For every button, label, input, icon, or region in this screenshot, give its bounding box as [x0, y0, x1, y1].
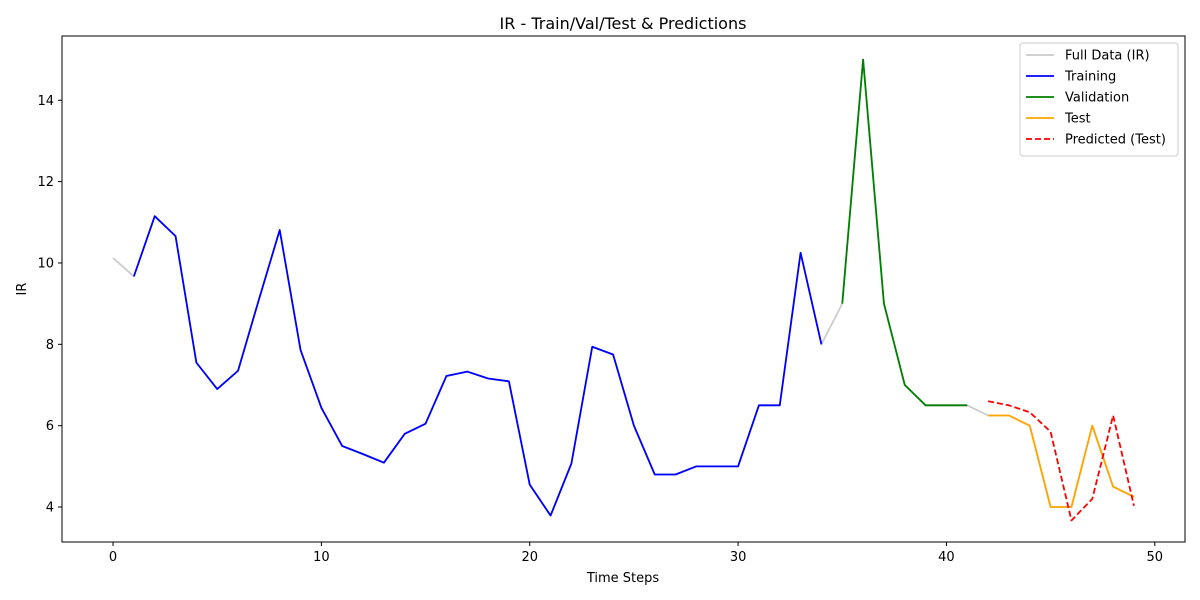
x-tick-label: 20: [521, 550, 538, 565]
series-line-training: [133, 215, 823, 517]
plot-area: [112, 58, 1135, 522]
legend-label: Test: [1064, 112, 1091, 127]
x-tick-label: 10: [313, 550, 330, 565]
x-tick-label: 0: [109, 550, 117, 565]
y-axis: 4 6 8 10 12 14: [37, 94, 62, 516]
x-tick-label: 30: [730, 550, 747, 565]
y-tick-label: 4: [46, 501, 54, 516]
y-tick-label: 10: [37, 256, 54, 271]
y-axis-title: IR: [15, 283, 30, 296]
legend-label: Predicted (Test): [1065, 133, 1166, 148]
series-line-test: [988, 414, 1135, 508]
x-tick-label: 40: [938, 550, 955, 565]
legend-label: Training: [1064, 70, 1116, 85]
y-tick-label: 6: [46, 419, 54, 434]
x-axis: 0 10 20 30 40 50: [109, 542, 1163, 565]
x-axis-title: Time Steps: [586, 571, 660, 586]
chart-title: IR - Train/Val/Test & Predictions: [500, 14, 747, 33]
legend-label: Full Data (IR): [1065, 49, 1150, 64]
y-tick-label: 14: [37, 94, 54, 109]
y-tick-label: 8: [46, 338, 54, 353]
legend-box: [1019, 42, 1179, 157]
x-tick-label: 50: [1147, 550, 1164, 565]
legend-label: Validation: [1065, 91, 1129, 106]
legend: Full Data (IR) Training Validation Test Pred…: [1019, 42, 1179, 157]
y-tick-label: 12: [37, 175, 54, 190]
series-line-validation: [841, 58, 968, 407]
series-line-predicted-test: [987, 400, 1135, 522]
plot-frame: [61, 35, 1186, 543]
series-line-full-data-ir: [112, 58, 1135, 517]
